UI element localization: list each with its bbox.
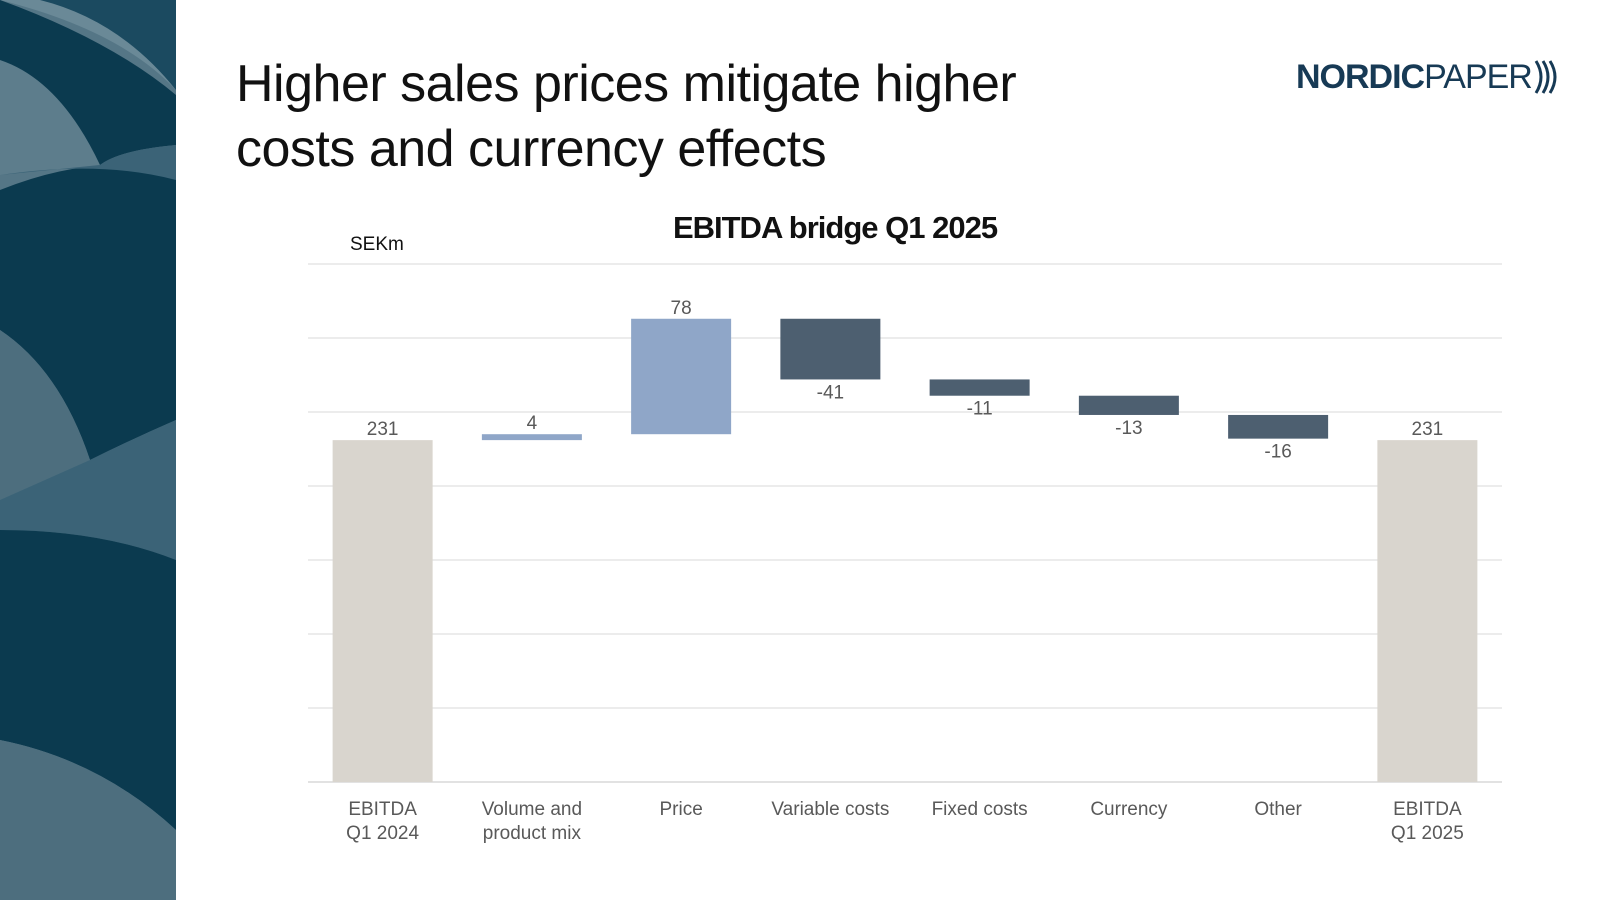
data-label-4: -41 <box>817 382 844 403</box>
side-panel-shape <box>0 165 176 460</box>
category-label-1: EBITDA Q1 2024 <box>346 799 419 844</box>
bar-4 <box>780 318 881 380</box>
page-title-line-2: costs and currency effects <box>236 120 827 178</box>
bar-1 <box>332 440 433 782</box>
side-panel-shape <box>0 420 176 560</box>
data-label-7: -16 <box>1264 442 1291 463</box>
page-title: Higher sales prices mitigate higher cost… <box>236 52 1136 182</box>
data-label-6: -13 <box>1115 418 1142 439</box>
data-label-3: 78 <box>671 298 692 319</box>
bar-6 <box>1078 395 1179 415</box>
data-label-8: 231 <box>1412 419 1444 440</box>
category-label-2: Volume and product mix <box>482 799 582 844</box>
bar-5 <box>929 379 1030 396</box>
category-label-4: Variable costs <box>771 799 889 820</box>
side-panel-shape <box>0 740 176 900</box>
category-label-3: Price <box>659 799 702 820</box>
side-panel-shape <box>0 0 176 165</box>
unit-label: SEKm <box>350 234 404 255</box>
data-label-2: 4 <box>527 413 538 434</box>
bar-8 <box>1377 440 1478 782</box>
logo-text-bold: NORDIC <box>1296 57 1425 96</box>
side-panel-shape <box>0 60 100 175</box>
bar-2 <box>481 434 582 441</box>
bar-7 <box>1228 414 1329 439</box>
category-label-8: EBITDA Q1 2025 <box>1391 799 1464 844</box>
data-label-1: 231 <box>367 419 399 440</box>
side-panel-shape <box>0 330 90 500</box>
category-label-7: Other <box>1254 799 1302 820</box>
data-label-5: -11 <box>967 399 993 420</box>
category-label-6: Currency <box>1090 799 1168 820</box>
page-title-line-1: Higher sales prices mitigate higher <box>236 55 1017 113</box>
category-label-5: Fixed costs <box>932 799 1028 820</box>
logo-arcs-icon <box>1534 60 1557 94</box>
chart-title: EBITDA bridge Q1 2025 <box>673 210 998 245</box>
side-panel-shape <box>0 0 176 90</box>
bar-3 <box>631 318 732 435</box>
logo-text-light: PAPER <box>1424 57 1533 96</box>
company-logo: NORDIC PAPER <box>1296 55 1560 99</box>
side-panel-shape <box>0 530 176 830</box>
side-panel-shape <box>0 145 176 180</box>
decorative-side-panel <box>0 0 176 900</box>
